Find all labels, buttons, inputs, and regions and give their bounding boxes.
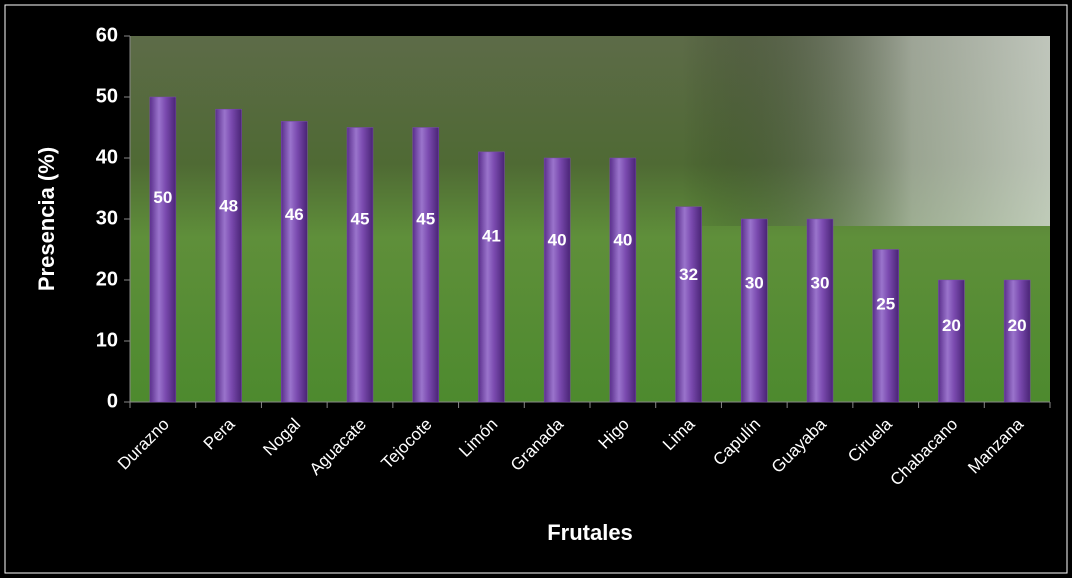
x-tick-label: Aguacate xyxy=(306,415,370,479)
bar xyxy=(872,249,899,403)
value-label: 46 xyxy=(285,205,304,224)
bar xyxy=(149,96,177,403)
bar xyxy=(346,127,374,403)
x-tick-label: Ciruela xyxy=(844,414,896,466)
x-tick-label: Pera xyxy=(200,414,239,453)
value-label: 41 xyxy=(482,226,501,245)
y-tick-label: 10 xyxy=(96,329,118,351)
x-tick-label: Chabacano xyxy=(886,415,961,490)
y-tick-label: 60 xyxy=(96,24,118,46)
value-label: 20 xyxy=(942,316,961,335)
y-axis-title: Presencia (%) xyxy=(34,147,59,291)
bar xyxy=(938,279,965,403)
value-label: 48 xyxy=(219,197,238,216)
value-label: 30 xyxy=(811,273,830,292)
value-label: 50 xyxy=(153,188,172,207)
bar xyxy=(281,121,308,403)
y-tick-label: 0 xyxy=(107,390,118,412)
y-tick-label: 30 xyxy=(96,207,118,229)
bar xyxy=(543,157,571,403)
x-tick-label: Lima xyxy=(659,414,699,454)
value-label: 45 xyxy=(416,209,435,228)
x-tick-label: Tejocote xyxy=(377,415,435,473)
value-label: 45 xyxy=(351,209,370,228)
bar xyxy=(1003,279,1031,403)
y-tick-label: 40 xyxy=(96,146,118,168)
value-label: 40 xyxy=(548,231,567,250)
value-label: 30 xyxy=(745,273,764,292)
x-tick-label: Manzana xyxy=(964,414,1027,477)
value-label: 25 xyxy=(876,295,895,314)
bar xyxy=(741,218,768,403)
x-tick-label: Higo xyxy=(595,415,633,453)
bar xyxy=(609,157,637,403)
y-tick-label: 20 xyxy=(96,268,118,290)
x-tick-label: Capulín xyxy=(709,415,764,470)
x-tick-label: Granada xyxy=(507,414,568,475)
value-label: 40 xyxy=(613,231,632,250)
x-tick-label: Limón xyxy=(455,415,501,461)
value-label: 32 xyxy=(679,265,698,284)
bar xyxy=(215,108,242,403)
bar xyxy=(412,127,439,403)
x-tick-label: Durazno xyxy=(114,415,173,474)
bar xyxy=(806,218,834,403)
bar xyxy=(478,151,505,403)
value-label: 20 xyxy=(1008,316,1027,335)
y-tick-label: 50 xyxy=(96,85,118,107)
x-tick-label: Guayaba xyxy=(768,414,831,477)
frame xyxy=(4,4,1068,574)
bar xyxy=(675,206,702,403)
x-tick-label: Nogal xyxy=(259,415,304,460)
plot-background-light xyxy=(130,36,1050,226)
x-axis-title: Frutales xyxy=(547,520,633,545)
